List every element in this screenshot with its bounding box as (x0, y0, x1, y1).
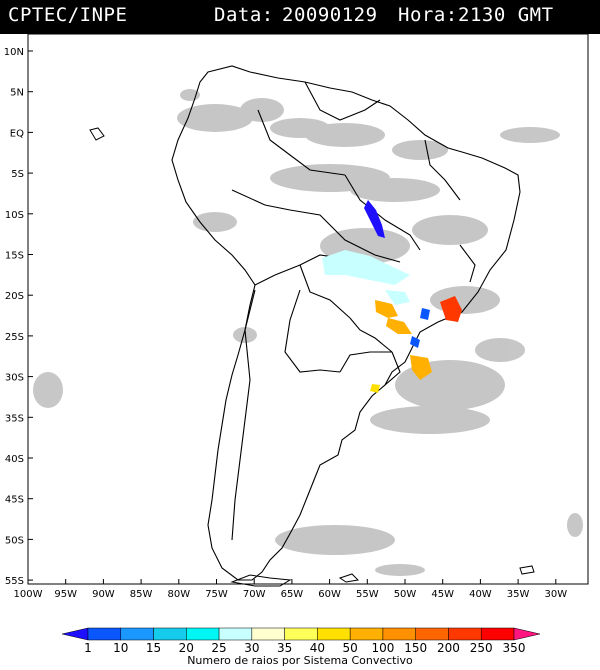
lat-tick-label: 5N (10, 88, 24, 99)
lon-tick-label: 85W (130, 589, 153, 600)
colorbar-label: 200 (437, 641, 460, 655)
colorbar-label: 150 (404, 641, 427, 655)
lat-tick-label: 45S (5, 495, 24, 506)
colorbar-swatch (480, 627, 515, 641)
colorbar-swatch (153, 627, 187, 641)
colorbar-swatch (349, 627, 384, 641)
colorbar-label: 25 (211, 641, 226, 655)
lat-tick-label: 35S (5, 413, 24, 424)
islands (89, 127, 535, 587)
lon-tick-label: 65W (281, 589, 304, 600)
date-label: Data: (214, 4, 274, 26)
lon-tick-label: 100W (14, 589, 43, 600)
lon-tick-label: 40W (469, 589, 492, 600)
lon-tick-label: 90W (92, 589, 115, 600)
colorbar-swatch (284, 627, 318, 641)
colorbar-swatch (317, 627, 351, 641)
hour-label: Hora: (398, 4, 458, 26)
colorbar-label: 15 (146, 641, 161, 655)
colorbar-label: 35 (277, 641, 292, 655)
lat-tick-label: 30S (5, 373, 24, 384)
lat-tick-label: 10N (4, 47, 24, 58)
lat-tick-label: EQ (10, 128, 24, 139)
lat-tick-label: 10S (5, 210, 24, 221)
longitude-axis: 100W 95W 90W 85W 80W 75W 70W 65W 60W 55W 50W 45W 40W… (14, 579, 567, 600)
colorbar-label: 10 (113, 641, 128, 655)
cloud-cover (33, 89, 583, 576)
colorbar-label: 40 (310, 641, 325, 655)
colorbar-label: 100 (371, 641, 394, 655)
colorbar-label: 250 (470, 641, 493, 655)
colorbar-title: Numero de raios por Sistema Convectivo (187, 654, 413, 667)
colorbar-swatch (120, 627, 154, 641)
colorbar-swatch (382, 627, 416, 641)
colorbar-swatch (415, 627, 449, 641)
latitude-axis: 10N 5N EQ 5S 10S 15S 20S 25S 30S 35S 40S 45S 50S 55S (4, 47, 33, 587)
colorbar-max-arrow (513, 627, 541, 641)
colorbar-label: 350 (503, 641, 526, 655)
convective-systems (322, 200, 462, 393)
lon-tick-label: 70W (243, 589, 266, 600)
colorbar-swatch (218, 627, 253, 641)
map-frame (27, 33, 589, 585)
colorbar-label: 50 (343, 641, 358, 655)
colorbar-label: 20 (179, 641, 194, 655)
colorbar-label: 1 (84, 641, 92, 655)
colorbar-swatch (448, 627, 482, 641)
south-america-outline (171, 65, 521, 581)
colorbar-swatch (186, 627, 220, 641)
lat-tick-label: 25S (5, 332, 24, 343)
lon-tick-label: 75W (205, 589, 228, 600)
lat-tick-label: 15S (5, 251, 24, 262)
colorbar: 1 10 15 20 25 30 35 40 50 100 150 200 250 350 (61, 627, 541, 655)
colorbar-swatch (251, 627, 285, 641)
source-label: CPTEC/INPE (8, 4, 128, 26)
lon-tick-label: 50W (394, 589, 417, 600)
lat-tick-label: 55S (5, 576, 24, 587)
lat-tick-label: 5S (11, 169, 24, 180)
colorbar-label: 30 (244, 641, 259, 655)
lat-tick-label: 40S (5, 454, 24, 465)
hour-value: 2130 GMT (458, 4, 554, 26)
colorbar-min-arrow (61, 627, 89, 641)
lat-tick-label: 50S (5, 535, 24, 546)
lon-tick-label: 30W (544, 589, 567, 600)
lon-tick-label: 45W (431, 589, 454, 600)
lon-tick-label: 55W (356, 589, 379, 600)
date-value: 20090129 (282, 4, 378, 26)
lat-tick-label: 20S (5, 291, 24, 302)
colorbar-swatch (87, 627, 122, 641)
lon-tick-label: 80W (167, 589, 190, 600)
lon-tick-label: 35W (507, 589, 530, 600)
lon-tick-label: 95W (54, 589, 77, 600)
lon-tick-label: 60W (318, 589, 341, 600)
header-bar: CPTEC/INPE Data: 20090129 Hora: 2130 GMT (0, 0, 600, 34)
